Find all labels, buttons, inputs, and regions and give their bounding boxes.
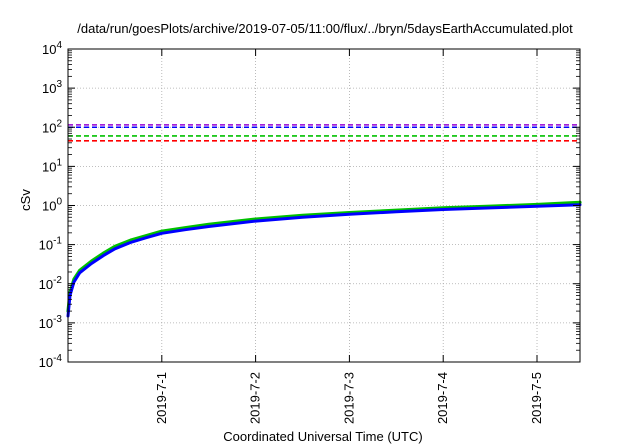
ticks — [68, 48, 580, 363]
y-tick-label: 101 — [42, 157, 62, 174]
x-tick-label: 2019-7-2 — [248, 372, 263, 424]
threshold-lines — [68, 124, 580, 142]
y-tick-label: 10-2 — [39, 275, 63, 292]
y-tick-label: 104 — [42, 40, 62, 57]
x-tick-label: 2019-7-1 — [154, 372, 169, 424]
x-tick-label: 2019-7-5 — [529, 372, 544, 424]
y-tick-label: 10-3 — [39, 314, 63, 331]
series-line — [66, 200, 582, 313]
x-tick-labels: 2019-7-1 2019-7-2 2019-7-3 2019-7-4 2019-7-5 — [154, 372, 544, 424]
y-tick-label: 10-4 — [39, 353, 63, 370]
y-tick-label: 100 — [42, 197, 62, 214]
y-tick-label: 102 — [42, 118, 62, 135]
series-layer — [66, 200, 582, 318]
y-tick-labels: 10-4 10-3 10-2 10-1 100 101 102 103 104 — [39, 40, 63, 370]
y-tick-label: 103 — [42, 79, 62, 96]
series-line — [66, 203, 582, 318]
chart-title: /data/run/goesPlots/archive/2019-07-05/1… — [77, 21, 573, 36]
x-tick-label: 2019-7-3 — [341, 372, 356, 424]
x-axis-label: Coordinated Universal Time (UTC) — [223, 429, 422, 444]
y-tick-label: 10-1 — [39, 236, 63, 253]
x-tick-label: 2019-7-4 — [435, 372, 450, 424]
y-axis-label: cSv — [18, 189, 33, 211]
